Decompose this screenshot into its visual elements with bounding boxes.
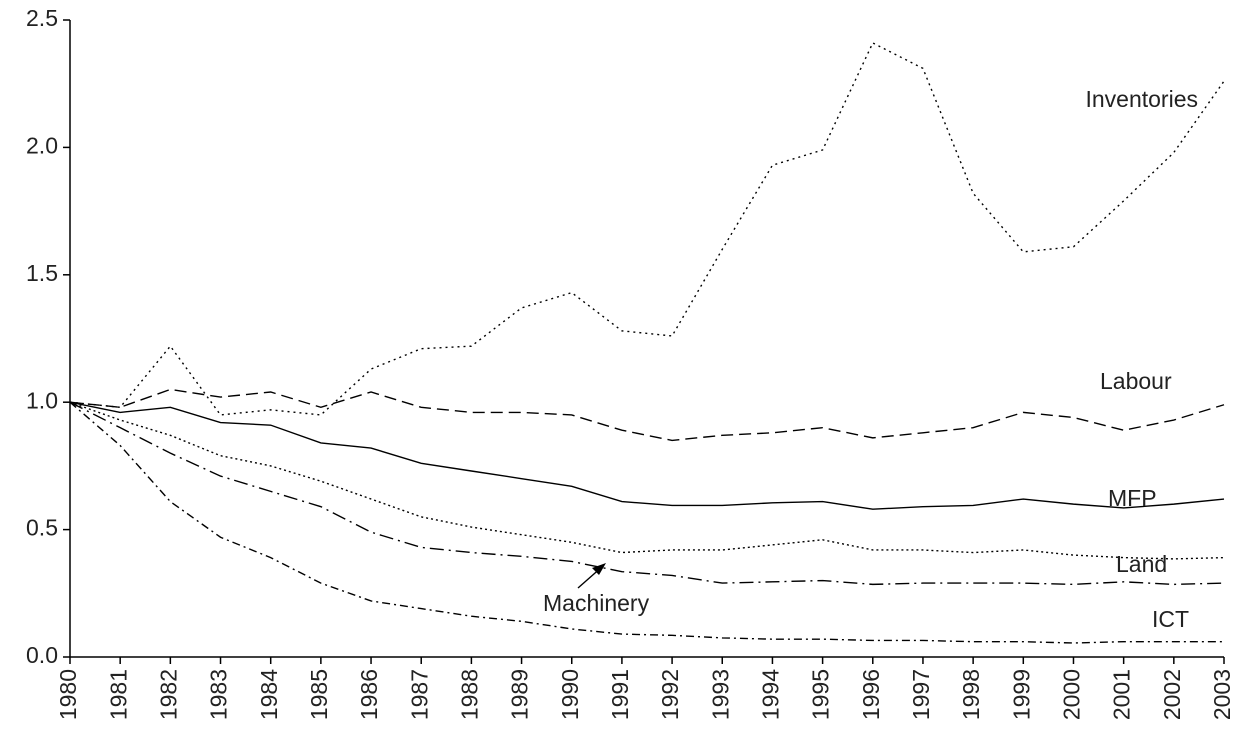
x-tick-label: 1991 (607, 669, 633, 720)
x-tick-label: 2002 (1159, 669, 1185, 720)
series-label: Labour (1100, 368, 1172, 394)
y-tick-label: 0.5 (26, 515, 58, 541)
y-tick-label: 0.0 (26, 642, 58, 668)
x-tick-label: 1988 (456, 669, 482, 720)
series-label: Inventories (1085, 86, 1198, 112)
x-tick-label: 1990 (557, 669, 583, 720)
series-line (69, 401, 1225, 586)
series-label: Machinery (543, 590, 650, 616)
y-tick-label: 1.0 (26, 387, 58, 413)
y-tick-label: 2.5 (26, 5, 58, 31)
arrow-head (592, 563, 606, 575)
x-tick-label: 1981 (105, 669, 131, 720)
x-tick-label: 1997 (908, 669, 934, 720)
x-tick-label: 1986 (356, 669, 382, 720)
x-tick-label: 1995 (808, 669, 834, 720)
x-tick-label: 1982 (155, 669, 181, 720)
series-label: ICT (1152, 606, 1189, 632)
series-line (69, 401, 1225, 510)
x-tick-label: 1980 (55, 669, 81, 720)
y-tick-label: 1.5 (26, 260, 58, 286)
x-tick-label: 1985 (306, 669, 332, 720)
x-tick-label: 1994 (758, 669, 784, 720)
series-line (69, 41, 1225, 416)
x-tick-label: 1992 (657, 669, 683, 720)
x-tick-label: 1998 (958, 669, 984, 720)
x-tick-label: 1987 (406, 669, 432, 720)
series-label: MFP (1108, 485, 1157, 511)
x-tick-label: 2001 (1109, 669, 1135, 720)
series-line (69, 401, 1225, 560)
y-tick-label: 2.0 (26, 132, 58, 158)
series-line (69, 401, 1224, 644)
x-tick-label: 1999 (1008, 669, 1034, 720)
x-tick-label: 1983 (206, 669, 232, 720)
x-tick-label: 1984 (256, 669, 282, 720)
series-line (69, 388, 1225, 442)
x-tick-label: 1993 (707, 669, 733, 720)
series-label: Land (1116, 551, 1167, 577)
x-tick-label: 2003 (1209, 669, 1235, 720)
x-tick-label: 2000 (1059, 669, 1085, 720)
x-tick-label: 1989 (507, 669, 533, 720)
x-tick-label: 1996 (858, 669, 884, 720)
